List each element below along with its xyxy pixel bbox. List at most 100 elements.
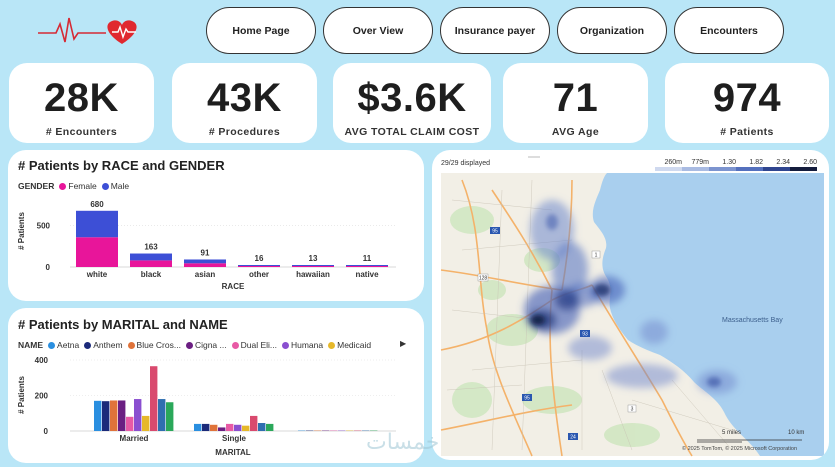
bar-married-7[interactable] [150, 366, 158, 431]
nav-home-page-button[interactable]: Home Page [206, 7, 316, 54]
female-swatch-icon [59, 182, 67, 190]
bar-single-4[interactable] [226, 423, 234, 431]
category-label: other [249, 270, 269, 279]
legend-item-male[interactable]: Male [110, 181, 130, 191]
scale-miles-label: 5 miles [722, 430, 742, 436]
bar-male-native[interactable] [346, 265, 388, 266]
x-axis-title: RACE [222, 282, 245, 291]
kpi-value: $3.6K [357, 76, 467, 120]
bar-female-hawaiian[interactable] [292, 266, 334, 267]
bar-single-5[interactable] [234, 424, 242, 431]
bar-other-1[interactable] [306, 430, 314, 431]
bar-other-8[interactable] [362, 430, 370, 431]
scale-label: 1.30 [722, 159, 736, 166]
bar-other-9[interactable] [370, 430, 378, 431]
route-label: 1 [595, 253, 598, 259]
legend-title: NAME [18, 340, 44, 350]
data-label: 91 [201, 248, 210, 257]
bar-male-other[interactable] [238, 265, 280, 266]
bar-single-2[interactable] [210, 424, 218, 431]
bar-other-7[interactable] [354, 430, 362, 431]
bar-other-0[interactable] [298, 430, 306, 431]
y-tick-label: 500 [37, 222, 51, 231]
bar-male-white[interactable] [76, 210, 118, 238]
data-label: 163 [144, 243, 158, 252]
route-label: 95 [492, 229, 498, 235]
bar-female-asian[interactable] [184, 263, 226, 267]
scale-label: 1.82 [749, 159, 763, 166]
bar-married-5[interactable] [134, 399, 142, 431]
legend-item[interactable]: Medicaid [337, 340, 372, 350]
bar-single-7[interactable] [250, 415, 258, 431]
category-label: hawaiian [296, 270, 330, 279]
legend-item[interactable]: Anthem [93, 340, 123, 350]
kpi-value: 71 [552, 76, 599, 120]
bar-single-1[interactable] [202, 423, 210, 431]
heat-scale-legend: 260m 779m 1.30 1.82 2.34 2.60 [655, 159, 817, 171]
density-heat [524, 200, 737, 394]
scale-gradient [655, 167, 817, 171]
bar-married-9[interactable] [166, 402, 174, 431]
nav-encounters-button[interactable]: Encounters [674, 7, 784, 54]
bar-single-6[interactable] [242, 425, 250, 431]
legend-item[interactable]: Cigna ... [194, 340, 227, 350]
kpi-card-procedures: 43K # Procedures [172, 63, 317, 143]
kpi-label: AVG Age [551, 126, 600, 138]
male-swatch-icon [101, 182, 109, 190]
bar-married-3[interactable] [118, 400, 126, 431]
category-label: black [141, 270, 162, 279]
bar-other-4[interactable] [330, 430, 338, 431]
nav-overview-button[interactable]: Over View [323, 7, 433, 54]
massachusetts-bay-label: Massachusetts Bay [722, 317, 783, 324]
bar-male-black[interactable] [130, 253, 172, 261]
bar-female-black[interactable] [130, 260, 172, 267]
bar-single-9[interactable] [266, 423, 274, 431]
bar-female-native[interactable] [346, 266, 388, 267]
data-label: 13 [309, 254, 318, 263]
insurer-legend: NAME Aetna Anthem Blue Cros... Cigna ... Dua… [18, 340, 371, 350]
race-bar-chart: 0 500 # Patients RACE 680 white 163 black 91 asia… [17, 200, 396, 291]
bar-other-2[interactable] [314, 430, 322, 431]
bar-male-asian[interactable] [184, 259, 226, 264]
bar-single-8[interactable] [258, 423, 266, 431]
bar-married-0[interactable] [94, 400, 102, 431]
bar-other-5[interactable] [338, 430, 346, 431]
legend-swatch-icon [84, 341, 92, 349]
bar-other-3[interactable] [322, 430, 330, 431]
bar-single-0[interactable] [194, 423, 202, 431]
legend-item[interactable]: Humana [290, 340, 324, 350]
bar-female-white[interactable] [76, 237, 118, 267]
nav-organization-button[interactable]: Organization [557, 7, 667, 54]
bar-other-6[interactable] [346, 430, 354, 431]
scale-label: 2.34 [776, 159, 790, 166]
y-tick-label: 200 [35, 392, 49, 401]
legend-item[interactable]: Dual Eli... [240, 340, 277, 350]
bar-married-2[interactable] [110, 400, 118, 431]
bar-female-other[interactable] [238, 266, 280, 267]
legend-item-female[interactable]: Female [68, 181, 97, 191]
bar-single-3[interactable] [218, 427, 226, 431]
kpi-card-avg-age: 71 AVG Age [503, 63, 648, 143]
bar-male-hawaiian[interactable] [292, 265, 334, 266]
y-tick-label: 0 [44, 427, 49, 436]
kpi-card-encounters: 28K # Encounters [9, 63, 154, 143]
kpi-card-avg-claim-cost: $3.6K AVG TOTAL CLAIM COST [333, 63, 491, 143]
legend-item[interactable]: Aetna [57, 340, 80, 350]
scale-label: 2.60 [803, 159, 817, 166]
x-axis-title: MARITAL [215, 448, 251, 457]
legend-item[interactable]: Blue Cros... [136, 340, 181, 350]
bar-married-6[interactable] [142, 415, 150, 431]
heat-map[interactable]: 128 95 1 93 95 24 3 [432, 150, 829, 460]
route-label: 93 [582, 332, 588, 338]
map-copyright: © 2025 TomTom, © 2025 Microsoft Corporat… [682, 446, 798, 452]
kpi-label: AVG TOTAL CLAIM COST [344, 126, 480, 138]
route-label: 128 [479, 276, 488, 282]
kpi-label: # Patients [720, 126, 774, 138]
bar-married-8[interactable] [158, 399, 166, 431]
scale-km-label: 10 km [788, 430, 805, 436]
marital-bar-chart: 0 200 400 # Patients MARITAL Married Single [17, 356, 396, 457]
bar-married-4[interactable] [126, 416, 134, 431]
legend-next-arrow-icon[interactable]: ▶ [400, 339, 407, 348]
bar-married-1[interactable] [102, 401, 110, 431]
nav-insurance-payer-button[interactable]: Insurance payer [440, 7, 550, 54]
